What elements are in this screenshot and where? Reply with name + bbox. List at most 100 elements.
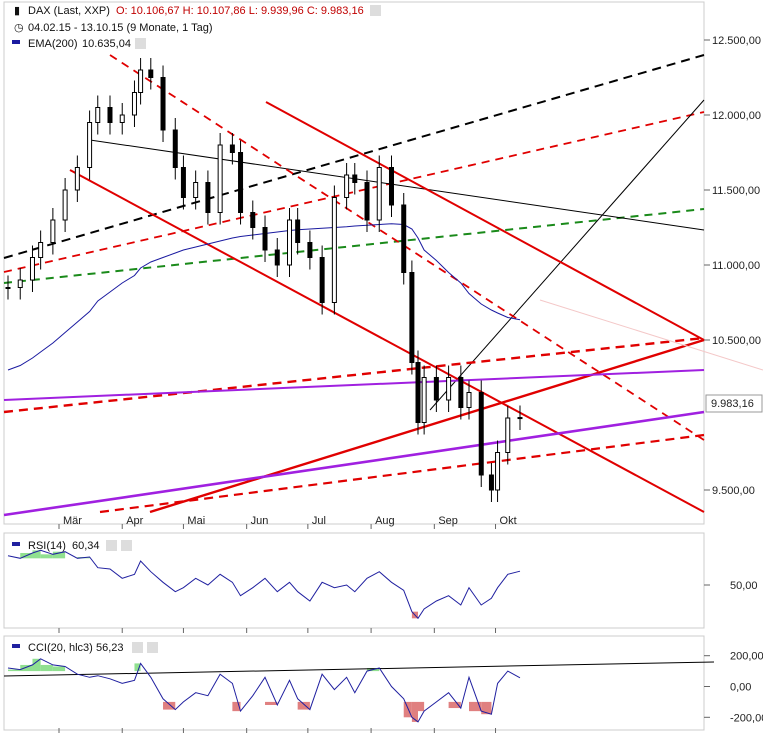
candle-body[interactable]	[517, 417, 523, 420]
main-x-tick-label: Okt	[500, 515, 517, 527]
cci-line[interactable]	[7, 658, 521, 723]
cci-overbought-fill	[40, 664, 53, 672]
main-y-grid: 12.500,00 12.000,00 11.500,00 11.000,00 10.5…	[704, 35, 761, 497]
candle-body[interactable]	[262, 227, 268, 251]
main-x-tick-label: Mai	[187, 515, 205, 527]
candle-body[interactable]	[160, 77, 166, 131]
candle-body[interactable]	[62, 189, 68, 221]
candle-body[interactable]	[172, 129, 178, 168]
purple-resistance-line[interactable]	[3, 369, 705, 401]
candle-body[interactable]	[131, 92, 137, 116]
candle-body[interactable]	[74, 167, 80, 191]
cci-oversold-fill	[469, 701, 482, 712]
candle-body[interactable]	[331, 197, 337, 303]
red-channel-upper-line[interactable]	[265, 101, 705, 341]
candle-body[interactable]	[119, 114, 125, 123]
candle-body[interactable]	[148, 69, 154, 78]
candle-body[interactable]	[344, 174, 350, 198]
candle-body[interactable]	[229, 144, 235, 153]
cci-oversold-fill	[163, 701, 176, 710]
candle-body[interactable]	[421, 377, 427, 423]
candle-body[interactable]	[446, 377, 452, 401]
main-x-tick-label: Aug	[375, 515, 395, 527]
candle-body[interactable]	[274, 249, 280, 266]
purple-support-line[interactable]	[3, 410, 705, 517]
main-x-axis: Mär Apr Mai Jun Jul Aug Sep Okt	[58, 515, 517, 733]
rsi-value: 60,34	[72, 540, 100, 552]
candle-body[interactable]	[5, 287, 11, 289]
main-x-tick-label: Mär	[63, 515, 82, 527]
cci-trendline[interactable]	[3, 661, 715, 677]
candle-body[interactable]	[38, 242, 44, 258]
candle-body[interactable]	[495, 452, 501, 491]
candle-body[interactable]	[205, 182, 211, 213]
candle-body[interactable]	[415, 362, 421, 423]
rsi-settings-icon[interactable]	[106, 540, 117, 551]
candle-body[interactable]	[17, 279, 23, 288]
green-dashed-trendline[interactable]	[3, 208, 705, 284]
cci-legend-swatch	[12, 644, 20, 648]
candle-body[interactable]	[286, 219, 292, 266]
candle-series	[5, 58, 523, 502]
header-settings-icon[interactable]	[370, 5, 381, 16]
rsi-y-axis: 50,00	[704, 580, 758, 592]
red-rising-support-line[interactable]	[149, 338, 705, 514]
cci-oversold-fill	[403, 701, 412, 718]
red-channel-lower-line[interactable]	[69, 169, 705, 513]
cci-oversold-fill	[232, 701, 241, 712]
cci-value: 56,23	[96, 642, 124, 654]
candle-body[interactable]	[352, 174, 358, 183]
rsi-overbought-fill	[40, 554, 53, 559]
candle-body[interactable]	[466, 392, 472, 408]
candle-body[interactable]	[376, 167, 382, 221]
candle-body[interactable]	[217, 144, 223, 213]
rsi-header: RSI(14) 60,34	[12, 540, 132, 552]
candle-body[interactable]	[307, 242, 313, 258]
cci-settings-icon[interactable]	[132, 642, 143, 653]
candle-body[interactable]	[238, 152, 244, 213]
candle-body[interactable]	[50, 219, 56, 243]
main-x-tick-label: Jul	[312, 515, 326, 527]
cci-y-tick-label: -200,00	[730, 712, 763, 724]
bar-chart-icon[interactable]: ▮	[14, 5, 20, 17]
cci-overbought-fill	[52, 666, 66, 672]
black-thin-trendline[interactable]	[89, 139, 705, 231]
rsi-close-icon[interactable]	[121, 540, 132, 551]
candle-body[interactable]	[29, 257, 35, 281]
candle-body[interactable]	[319, 257, 325, 303]
price-badge-text: 9.983,16	[711, 398, 754, 410]
candle-body[interactable]	[458, 377, 464, 408]
candle-body[interactable]	[95, 107, 101, 123]
candle-body[interactable]	[250, 212, 256, 228]
red-dashed-trendline-upper[interactable]	[3, 111, 705, 273]
candle-body[interactable]	[478, 392, 484, 476]
black-dashed-trendline[interactable]	[3, 54, 705, 259]
ema-200-line[interactable]	[7, 223, 521, 371]
black-fan-line[interactable]	[429, 99, 705, 411]
candle-body[interactable]	[180, 167, 186, 198]
candle-body[interactable]	[107, 107, 113, 123]
ema-value: 10.635,04	[82, 38, 131, 50]
candle-body[interactable]	[138, 69, 144, 93]
candle-body[interactable]	[433, 377, 439, 401]
cci-oversold-fill	[481, 701, 492, 715]
candle-body[interactable]	[193, 182, 199, 198]
candle-body[interactable]	[388, 167, 394, 206]
candle-body[interactable]	[488, 474, 494, 491]
candle-body[interactable]	[401, 204, 407, 273]
red-dashed-mid-line[interactable]	[3, 336, 705, 414]
candle-body[interactable]	[364, 182, 370, 221]
cci-close-icon[interactable]	[147, 642, 158, 653]
cci-overbought-fill	[8, 669, 21, 672]
candle-body[interactable]	[505, 417, 511, 453]
red-dashed-lower-line[interactable]	[99, 433, 705, 514]
cci-label: CCI(20, hlc3)	[28, 642, 93, 654]
rsi-line[interactable]	[7, 549, 521, 620]
red-dashed-channel-line[interactable]	[109, 54, 705, 441]
date-range: 04.02.15 - 13.10.15 (9 Monate, 1 Tag)	[28, 22, 212, 34]
ema-settings-icon[interactable]	[135, 38, 146, 49]
candle-body[interactable]	[295, 219, 301, 243]
cci-overbought-fill	[134, 663, 141, 672]
candle-body[interactable]	[409, 272, 415, 363]
candle-body[interactable]	[87, 122, 93, 168]
